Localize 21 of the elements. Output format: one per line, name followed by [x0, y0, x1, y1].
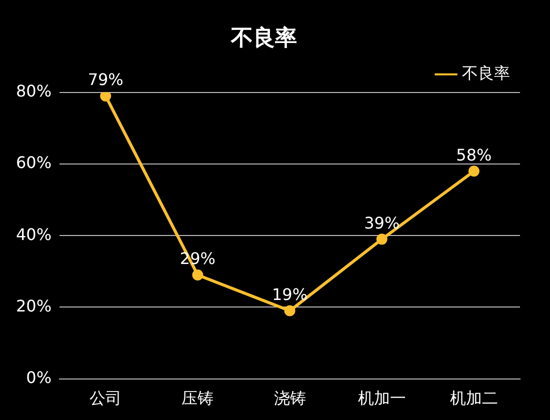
- y-tick-label: 0%: [26, 368, 52, 387]
- point: [376, 234, 388, 245]
- legend-label: 不良率: [462, 64, 510, 83]
- y-tick-label: 60%: [16, 153, 52, 172]
- x-tick-label: 压铸: [182, 388, 214, 408]
- data-label: 19%: [272, 284, 308, 304]
- y-tick-label: 20%: [16, 296, 52, 316]
- y-tick-label: 80%: [16, 82, 52, 101]
- point: [468, 166, 480, 177]
- point: [192, 269, 204, 280]
- y-tick-label: 40%: [16, 224, 52, 244]
- x-tick-label: 机加二: [450, 388, 498, 408]
- x-tick-label: 机加一: [358, 388, 406, 408]
- point: [284, 305, 296, 316]
- chart-title: 不良率: [230, 24, 297, 51]
- x-tick-label: 浇铸: [274, 388, 306, 408]
- x-tick-label: 公司: [90, 388, 122, 408]
- data-label: 79%: [88, 70, 124, 90]
- data-label: 39%: [364, 213, 400, 232]
- point: [100, 92, 112, 102]
- data-label: 58%: [456, 145, 492, 164]
